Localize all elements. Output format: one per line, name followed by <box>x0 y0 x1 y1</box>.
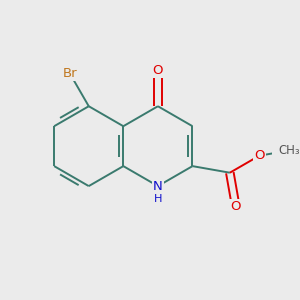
Text: O: O <box>153 64 163 77</box>
Text: N: N <box>153 180 163 193</box>
Text: Br: Br <box>62 67 77 80</box>
Text: H: H <box>154 194 162 204</box>
Text: O: O <box>254 149 265 162</box>
Text: CH₃: CH₃ <box>278 144 299 157</box>
Text: O: O <box>230 200 241 213</box>
